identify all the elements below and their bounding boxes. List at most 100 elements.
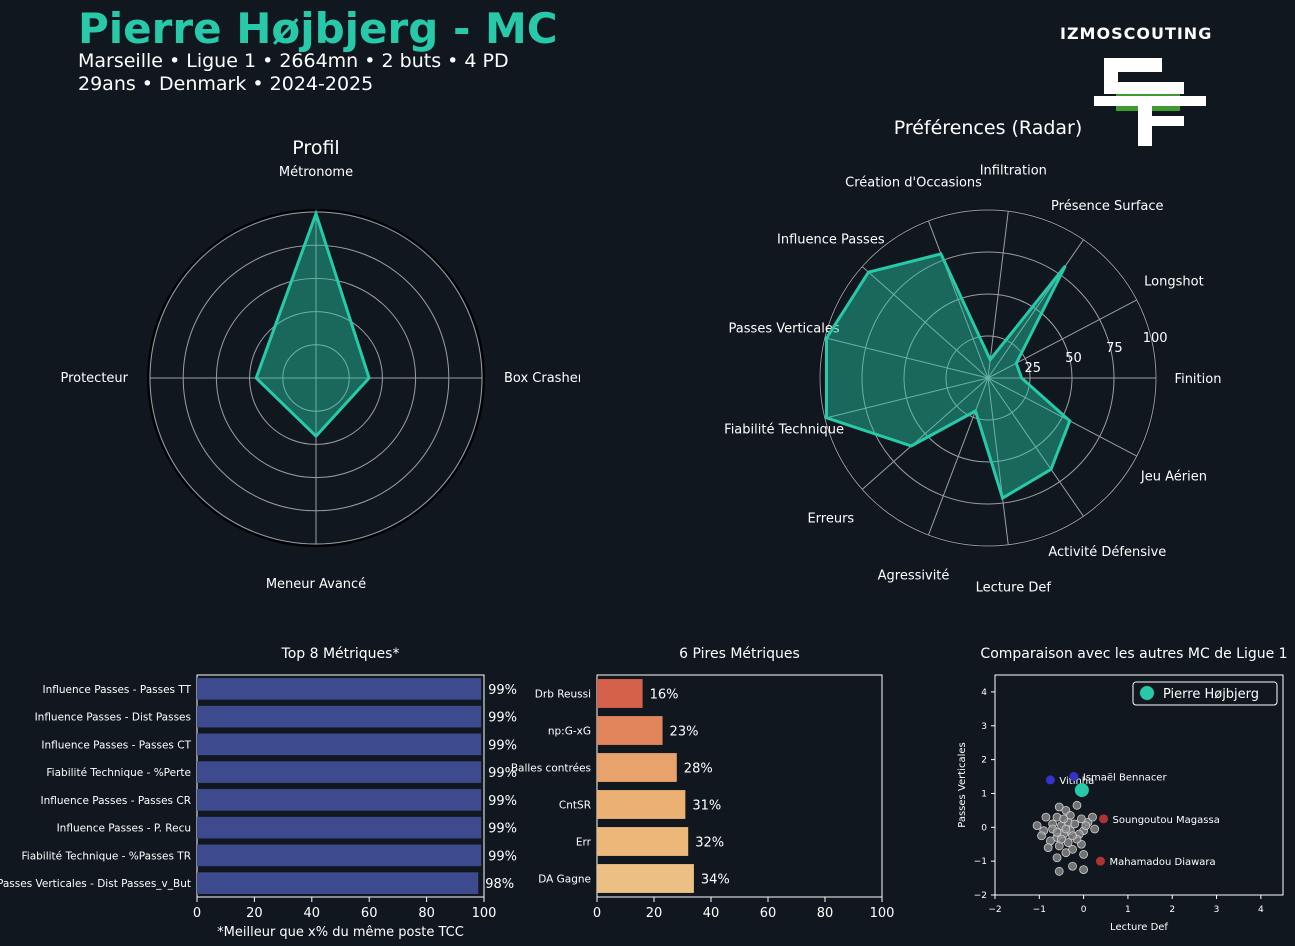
radar-axis-label: Métronome xyxy=(279,165,353,180)
radar-spoke xyxy=(927,220,989,379)
scatter-point xyxy=(1068,861,1077,871)
bar xyxy=(597,790,686,819)
x-tick-label: 80 xyxy=(817,906,834,921)
logo-icon xyxy=(1094,58,1206,146)
radar-axis-label: Finition xyxy=(1175,372,1222,387)
radar-axis-label: Influence Passes xyxy=(777,233,885,248)
x-tick-label: 20 xyxy=(646,906,663,921)
scatter-point-highlight xyxy=(1095,856,1105,866)
scatter-point xyxy=(1088,812,1097,822)
page-title: Pierre Højbjerg - MC xyxy=(78,4,558,53)
radar-axis-label: Erreurs xyxy=(807,511,854,526)
subtitle-club: Marseille • Ligue 1 • 2664mn • 2 buts • … xyxy=(78,50,509,72)
scatter-point xyxy=(1052,853,1062,863)
bar-chart-title: Top 8 Métriques* xyxy=(281,646,400,662)
bar-value-label: 99% xyxy=(488,794,517,809)
bar xyxy=(597,716,663,745)
comparison-scatter-chart: Comparaison avec les autres MC de Ligue … xyxy=(957,646,1288,933)
bar-value-label: 98% xyxy=(485,877,514,892)
radar-shape xyxy=(254,209,371,439)
radar-tick-label: 100 xyxy=(1143,331,1168,346)
x-axis-label: Lecture Def xyxy=(1110,922,1168,933)
scatter-point xyxy=(1052,827,1062,837)
bar xyxy=(197,761,482,783)
top-metrics-chart: Top 8 Métriques* Influence Passes - Passe… xyxy=(0,646,517,940)
radar-axis-label: Fiabilité Technique xyxy=(724,422,844,437)
x-tick-label: −2 xyxy=(988,905,1001,915)
bar-value-label: 34% xyxy=(701,873,730,888)
radar-axis-label: Meneur Avancé xyxy=(266,577,366,592)
radar-spoke xyxy=(987,377,1084,517)
x-tick-label: 4 xyxy=(1258,905,1264,915)
bar-category-label: Fiabilité Technique - %Passes TR xyxy=(22,850,191,862)
bar xyxy=(597,753,677,782)
scatter-point xyxy=(1057,834,1066,844)
bar-value-label: 99% xyxy=(488,849,517,864)
bar-category-label: CntSR xyxy=(559,800,591,812)
bar-value-label: 99% xyxy=(488,711,517,726)
y-tick-label: 2 xyxy=(981,756,987,766)
scatter-point xyxy=(1068,844,1077,854)
bar xyxy=(197,844,482,867)
bar-category-label: DA Gagne xyxy=(538,874,591,886)
preferences-radar-chart: Préférences (Radar) Finition Longshot Prése… xyxy=(724,117,1222,595)
bar-category-label: Passes Verticales - Dist Passes_v_But xyxy=(0,878,191,890)
scatter-point xyxy=(1079,865,1089,875)
scatter-point xyxy=(1032,821,1042,831)
radar-title: Profil xyxy=(292,137,339,159)
bar-value-label: 99% xyxy=(488,822,517,837)
radar-axis-label: Passes Verticales xyxy=(729,322,840,337)
bar-chart-title: 6 Pires Métriques xyxy=(679,646,800,662)
scatter-point xyxy=(1079,849,1089,859)
scatter-point xyxy=(1054,866,1064,876)
y-tick-label: −2 xyxy=(974,891,987,901)
scatter-player-point xyxy=(1074,783,1089,798)
y-tick-label: 0 xyxy=(981,823,987,833)
x-tick-label: 100 xyxy=(472,906,497,921)
bar-category-label: Influence Passes - Passes TT xyxy=(43,684,192,696)
x-tick-label: 20 xyxy=(246,906,263,921)
bar-chart-frame xyxy=(596,674,883,898)
bar-category-label: Influence Passes - Passes CR xyxy=(41,795,191,807)
scatter-point-label: Vitinha xyxy=(1059,776,1094,787)
legend-marker xyxy=(1140,686,1154,700)
x-tick-label: 2 xyxy=(1169,905,1175,915)
radar-spoke xyxy=(824,377,989,419)
scatter-point xyxy=(1070,819,1080,829)
x-tick-label: 1 xyxy=(1125,905,1131,915)
radar-axis-label: Présence Surface xyxy=(1051,199,1163,214)
x-tick-label: −1 xyxy=(1033,905,1046,915)
bar xyxy=(197,733,482,756)
radar-axis-label: Agressivité xyxy=(878,568,950,583)
bar xyxy=(597,679,643,708)
scatter-point xyxy=(1037,831,1046,841)
scatter-point-highlight xyxy=(1045,775,1055,785)
x-tick-label: 60 xyxy=(361,906,378,921)
radar-spoke xyxy=(987,377,1009,545)
scatter-point xyxy=(1061,824,1071,834)
bar-category-label: Influence Passes - P. Recu xyxy=(57,823,191,835)
x-axis-label: *Meilleur que x% du même poste TCC xyxy=(217,925,464,940)
bar-value-label: 99% xyxy=(488,683,517,698)
profile-radar-chart: Profil Métronome Box Crasher Meneur Avancé P… xyxy=(60,137,580,592)
radar-axis-label: Création d'Occasions xyxy=(845,176,982,191)
x-tick-label: 0 xyxy=(193,906,201,921)
legend-label: Pierre Højbjerg xyxy=(1163,687,1259,702)
bar-category-label: Influence Passes - Passes CT xyxy=(41,739,191,751)
radar-spoke xyxy=(861,266,989,379)
radar-title: Préférences (Radar) xyxy=(894,117,1083,139)
worst-metrics-chart: 6 Pires Métriques Drb Reussi 16% np:G-xG 23%… xyxy=(511,646,895,921)
radar-axis-label: Activité Défensive xyxy=(1048,545,1166,560)
y-axis-label: Passes Verticales xyxy=(957,742,968,827)
radar-tick-label: 50 xyxy=(1065,351,1082,366)
subtitle-info: 29ans • Denmark • 2024-2025 xyxy=(78,73,374,95)
bar-category-label: Err xyxy=(576,837,592,849)
radar-axis-label: Longshot xyxy=(1144,274,1204,289)
bar xyxy=(197,789,482,811)
radar-spoke xyxy=(987,377,1137,457)
bar-chart-frame xyxy=(196,674,485,898)
bar xyxy=(597,864,694,893)
scatter-title: Comparaison avec les autres MC de Ligue … xyxy=(980,646,1287,662)
scatter-point-label: Soungoutou Magassa xyxy=(1113,815,1220,826)
radar-tick-label: 25 xyxy=(1025,361,1042,376)
